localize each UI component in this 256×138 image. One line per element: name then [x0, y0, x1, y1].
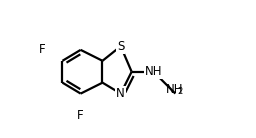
- Text: F: F: [77, 109, 84, 122]
- Text: F: F: [39, 43, 46, 56]
- Text: NH: NH: [166, 83, 183, 95]
- Text: S: S: [117, 40, 124, 53]
- Text: 2: 2: [177, 87, 183, 96]
- Text: N: N: [116, 87, 125, 100]
- Text: NH: NH: [145, 65, 162, 78]
